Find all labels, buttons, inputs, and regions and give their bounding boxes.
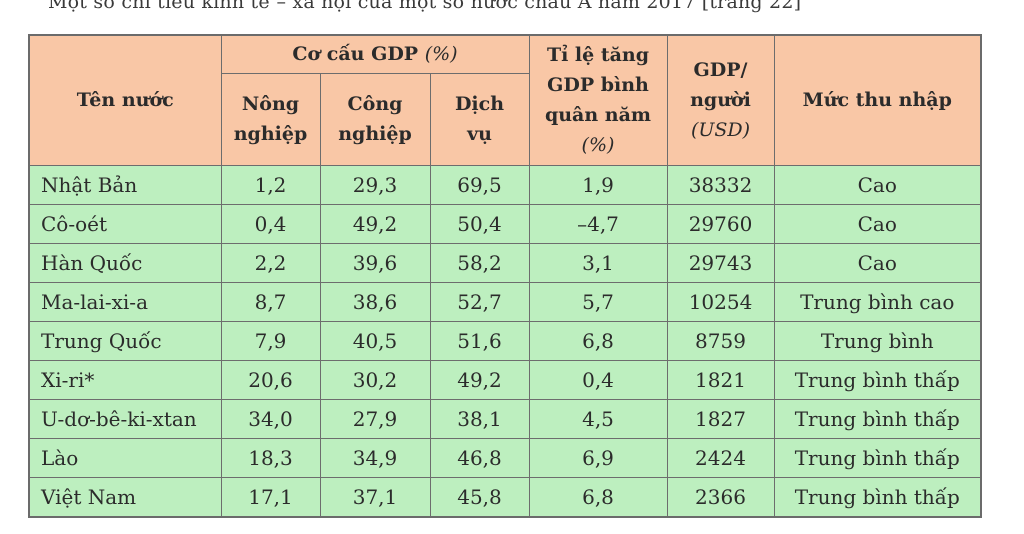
cell-country: Việt Nam <box>28 476 222 517</box>
cell-growth: 5,7 <box>528 281 668 322</box>
table-row: Cô-oét 0,4 49,2 50,4 –4,7 29760 Cao <box>28 203 982 244</box>
cell-country: Xi-ri* <box>28 359 222 400</box>
cell-country: Nhật Bản <box>28 164 222 205</box>
cell-growth: 1,9 <box>528 164 668 205</box>
cell-agriculture: 17,1 <box>220 476 321 517</box>
cell-country: U-dơ-bê-ki-xtan <box>28 398 222 439</box>
cell-services: 45,8 <box>429 476 530 517</box>
cell-country: Lào <box>28 437 222 478</box>
cell-industry: 29,3 <box>319 164 431 205</box>
cell-gdp-per-capita: 29760 <box>666 203 775 244</box>
cell-growth: –4,7 <box>528 203 668 244</box>
cell-industry: 38,6 <box>319 281 431 322</box>
cell-agriculture: 18,3 <box>220 437 321 478</box>
cell-income: Trung bình thấp <box>773 359 982 400</box>
cell-services: 46,8 <box>429 437 530 478</box>
cell-services: 49,2 <box>429 359 530 400</box>
cell-income: Trung bình <box>773 320 982 361</box>
cell-income: Cao <box>773 242 982 283</box>
header-income-level: Mức thu nhập <box>773 34 982 166</box>
cell-industry: 34,9 <box>319 437 431 478</box>
cell-services: 38,1 <box>429 398 530 439</box>
cell-services: 58,2 <box>429 242 530 283</box>
cell-income: Trung bình thấp <box>773 398 982 439</box>
table-row: Việt Nam 17,1 37,1 45,8 6,8 2366 Trung b… <box>28 476 982 517</box>
cell-gdp-per-capita: 38332 <box>666 164 775 205</box>
cell-growth: 6,8 <box>528 476 668 517</box>
cell-income: Cao <box>773 203 982 244</box>
economic-indicators-table: Tên nước Cơ cấu GDP (%) Tỉ lệ tăng GDP b… <box>28 34 982 518</box>
cell-industry: 39,6 <box>319 242 431 283</box>
header-growth-rate: Tỉ lệ tăng GDP bình quân năm (%) <box>528 34 668 166</box>
cell-income: Cao <box>773 164 982 205</box>
cell-agriculture: 8,7 <box>220 281 321 322</box>
cell-income: Trung bình thấp <box>773 476 982 517</box>
cell-agriculture: 34,0 <box>220 398 321 439</box>
cell-agriculture: 1,2 <box>220 164 321 205</box>
cell-growth: 6,9 <box>528 437 668 478</box>
cell-services: 52,7 <box>429 281 530 322</box>
cell-agriculture: 20,6 <box>220 359 321 400</box>
header-services: Dịch vụ <box>429 72 530 166</box>
cell-growth: 3,1 <box>528 242 668 283</box>
header-gdp-per-capita: GDP/ người (USD) <box>666 34 775 166</box>
header-gdp-structure: Cơ cấu GDP (%) <box>220 34 530 74</box>
cell-gdp-per-capita: 2424 <box>666 437 775 478</box>
cell-gdp-per-capita: 29743 <box>666 242 775 283</box>
cell-industry: 49,2 <box>319 203 431 244</box>
table-caption: Một số chỉ tiêu kinh tế – xã hội của một… <box>48 0 802 13</box>
cell-services: 50,4 <box>429 203 530 244</box>
cell-income: Trung bình thấp <box>773 437 982 478</box>
header-agriculture: Nông nghiệp <box>220 72 321 166</box>
table-row: U-dơ-bê-ki-xtan 34,0 27,9 38,1 4,5 1827 … <box>28 398 982 439</box>
cell-country: Hàn Quốc <box>28 242 222 283</box>
cell-agriculture: 2,2 <box>220 242 321 283</box>
cell-industry: 27,9 <box>319 398 431 439</box>
cell-gdp-per-capita: 2366 <box>666 476 775 517</box>
cell-services: 51,6 <box>429 320 530 361</box>
table-row: Hàn Quốc 2,2 39,6 58,2 3,1 29743 Cao <box>28 242 982 283</box>
cell-country: Ma-lai-xi-a <box>28 281 222 322</box>
cell-country: Trung Quốc <box>28 320 222 361</box>
cell-gdp-per-capita: 8759 <box>666 320 775 361</box>
cell-country: Cô-oét <box>28 203 222 244</box>
table-row: Ma-lai-xi-a 8,7 38,6 52,7 5,7 10254 Trun… <box>28 281 982 322</box>
table-row: Lào 18,3 34,9 46,8 6,9 2424 Trung bình t… <box>28 437 982 478</box>
cell-gdp-per-capita: 1827 <box>666 398 775 439</box>
table-row: Xi-ri* 20,6 30,2 49,2 0,4 1821 Trung bìn… <box>28 359 982 400</box>
header-country: Tên nước <box>28 34 222 166</box>
table-row: Trung Quốc 7,9 40,5 51,6 6,8 8759 Trung … <box>28 320 982 361</box>
cell-agriculture: 7,9 <box>220 320 321 361</box>
cell-services: 69,5 <box>429 164 530 205</box>
cell-industry: 30,2 <box>319 359 431 400</box>
cell-agriculture: 0,4 <box>220 203 321 244</box>
cell-growth: 4,5 <box>528 398 668 439</box>
header-industry: Công nghiệp <box>319 72 431 166</box>
cell-gdp-per-capita: 10254 <box>666 281 775 322</box>
cell-industry: 40,5 <box>319 320 431 361</box>
cell-growth: 0,4 <box>528 359 668 400</box>
cell-gdp-per-capita: 1821 <box>666 359 775 400</box>
table-row: Nhật Bản 1,2 29,3 69,5 1,9 38332 Cao <box>28 164 982 205</box>
cell-income: Trung bình cao <box>773 281 982 322</box>
cell-growth: 6,8 <box>528 320 668 361</box>
cell-industry: 37,1 <box>319 476 431 517</box>
